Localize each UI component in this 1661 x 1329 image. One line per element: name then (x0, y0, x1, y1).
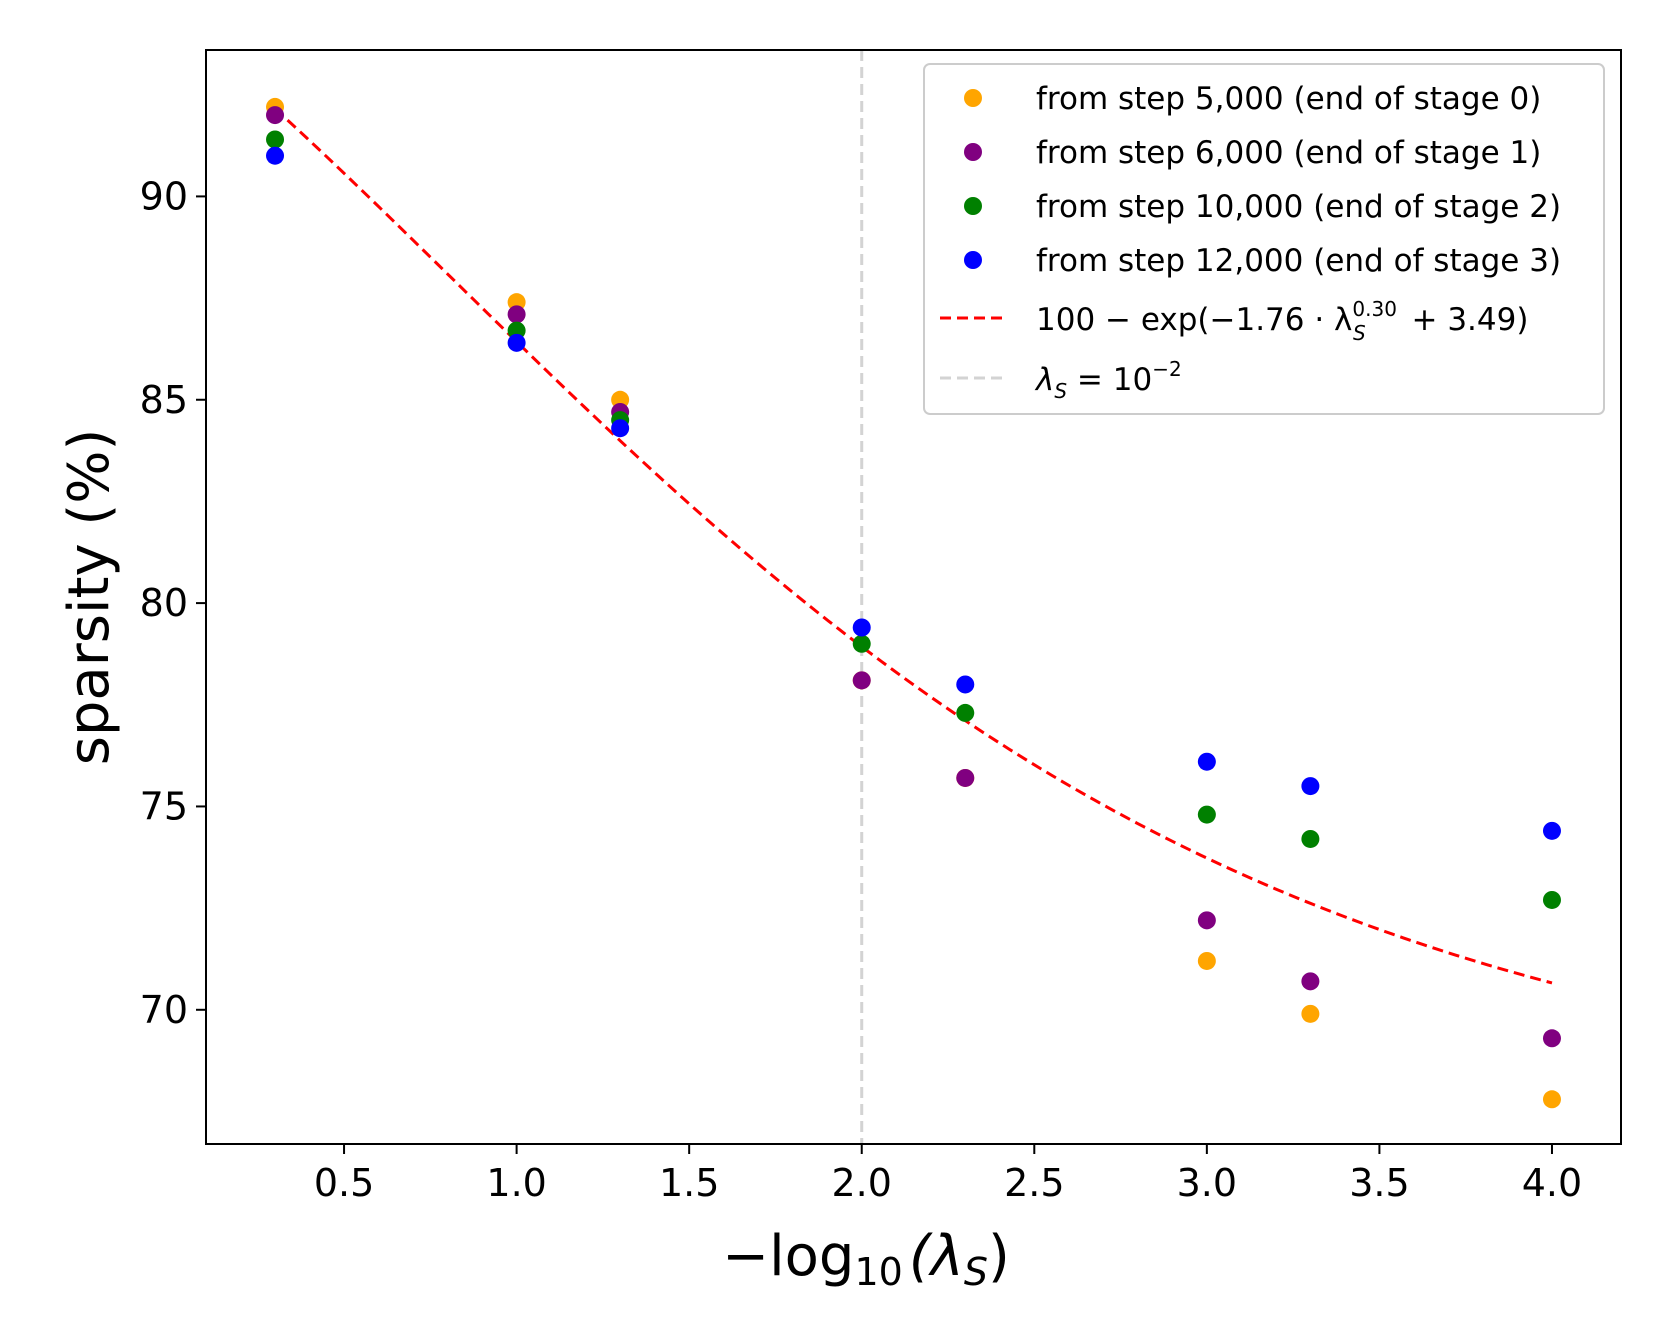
legend-label-series-0: from step 5,000 (end of stage 0) (1036, 81, 1541, 117)
y-tick-label: 80 (140, 581, 188, 625)
y-tick-label: 75 (140, 784, 188, 828)
legend-fit-label-b: + 3.49) (1402, 302, 1529, 338)
x-tick-label: 1.5 (659, 1161, 719, 1205)
legend-vline-label-sub: S (1054, 379, 1067, 403)
y-tick-label: 70 (140, 988, 188, 1032)
legend-entries: from step 5,000 (end of stage 0) from ste… (964, 81, 1561, 279)
y-tick-label: 85 (140, 378, 188, 422)
data-point-series-3 (611, 419, 630, 438)
x-axis-label-mid: (λ (909, 1224, 964, 1289)
legend-label-series-1: from step 6,000 (end of stage 1) (1036, 135, 1541, 171)
legend-fit-label-sub: S (1353, 321, 1366, 345)
data-point-series-3 (1301, 777, 1320, 796)
x-tick-label: 2.0 (832, 1161, 892, 1205)
legend-vline-label-a: λ (1034, 362, 1054, 398)
legend-vline-label-sup: −2 (1152, 357, 1181, 381)
legend-marker-series-1 (964, 143, 982, 161)
plot-frame (205, 49, 1622, 1145)
data-point-series-3 (507, 333, 526, 352)
axis-ticks: 0.5 1.0 1.5 2.0 2.5 3.0 3.5 4.0 70 75 80 85 90 (140, 174, 1583, 1205)
legend-box (923, 63, 1605, 415)
data-point-series-3 (1542, 821, 1561, 840)
legend: from step 5,000 (end of stage 0) from ste… (923, 63, 1605, 415)
data-point-series-3 (266, 146, 285, 165)
data-point-series-2 (1542, 890, 1561, 909)
data-point-series-2 (266, 130, 285, 149)
x-axis-label-sub: 10 (854, 1250, 902, 1294)
data-point-series-0 (1542, 1090, 1561, 1109)
legend-fit-label-a: 100 − exp(−1.76 · λ (1036, 302, 1352, 338)
data-point-series-3 (956, 675, 975, 694)
data-point-series-1 (1301, 972, 1320, 991)
data-points-layer (266, 97, 1561, 1109)
x-tick-label: 4.0 (1522, 1161, 1582, 1205)
x-axis-label-suffix: ) (988, 1224, 1010, 1289)
legend-fit-label: 100 − exp(−1.76 · λ0.30 S + 3.49) (1036, 297, 1528, 345)
x-tick-label: 3.5 (1349, 1161, 1409, 1205)
legend-marker-series-3 (964, 251, 982, 269)
x-axis-label-sub2: S (964, 1250, 988, 1294)
data-point-series-1 (266, 106, 285, 125)
data-point-series-1 (507, 305, 526, 324)
legend-marker-series-0 (964, 89, 982, 107)
data-point-series-0 (1197, 951, 1216, 970)
x-tick-label: 1.0 (486, 1161, 546, 1205)
data-point-series-2 (1301, 829, 1320, 848)
data-point-series-2 (852, 634, 871, 653)
data-point-series-2 (956, 703, 975, 722)
data-point-series-1 (956, 768, 975, 787)
fit-curve-layer (274, 107, 1553, 985)
legend-marker-series-2 (964, 197, 982, 215)
legend-label-series-2: from step 10,000 (end of stage 2) (1036, 189, 1561, 225)
x-axis-label: −log10 (λS) (722, 1224, 1010, 1294)
data-point-series-0 (1301, 1004, 1320, 1023)
legend-label-series-3: from step 12,000 (end of stage 3) (1036, 243, 1561, 279)
data-point-series-1 (1542, 1029, 1561, 1048)
x-axis-label-prefix: −log (722, 1224, 854, 1289)
data-point-series-2 (1197, 805, 1216, 824)
x-tick-label: 0.5 (314, 1161, 374, 1205)
legend-vline-label: λS = 10−2 (1034, 357, 1182, 403)
y-tick-label: 90 (140, 174, 188, 218)
data-point-series-1 (1197, 911, 1216, 930)
y-axis-label: sparsity (%) (57, 429, 122, 766)
data-point-series-1 (852, 671, 871, 690)
x-tick-label: 2.5 (1004, 1161, 1064, 1205)
data-point-series-3 (852, 618, 871, 637)
x-tick-label: 3.0 (1177, 1161, 1237, 1205)
legend-fit-label-sup: 0.30 (1352, 297, 1397, 321)
fit-curve (274, 107, 1553, 985)
legend-vline-label-b: = 10 (1067, 362, 1152, 398)
data-point-series-3 (1197, 752, 1216, 771)
